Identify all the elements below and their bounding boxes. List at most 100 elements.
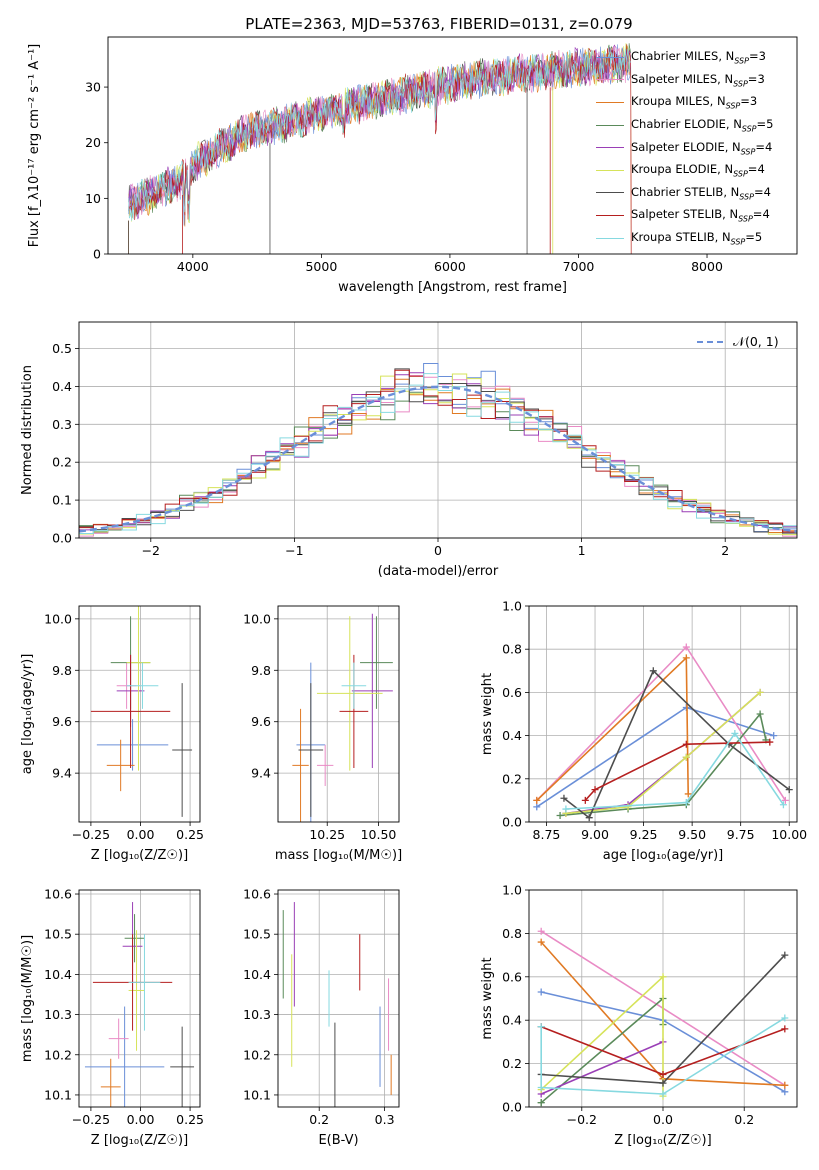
spectrum-series-8: [128, 48, 631, 222]
residuals-xtick-label: 1: [578, 543, 586, 558]
weight-vs-age-marker-7: [581, 796, 589, 804]
weight-vs-age-marker-1: [682, 643, 690, 651]
weight-vs-age-xtick-label: 9.25: [630, 827, 658, 842]
legend-model-name: Salpeter STELIB: [631, 207, 723, 222]
mass-vs-ebv-plot-area: [282, 902, 392, 1107]
age-vs-Z-xtick-label: 0.25: [176, 827, 204, 842]
weight-vs-age-marker-8: [682, 799, 690, 807]
age-vs-Z-ytick-label: 9.8: [52, 663, 72, 678]
weight-vs-age-marker-6: [585, 814, 593, 822]
figure-title: PLATE=2363, MJD=53763, FIBERID=0131, z=0…: [245, 15, 632, 33]
weight-vs-age-marker-5: [756, 688, 764, 696]
mass-vs-Z-ytick-label: 10.3: [44, 1007, 72, 1022]
legend-model-name: Chabrier STELIB: [631, 184, 724, 199]
legend-n-prefix: N: [725, 49, 735, 64]
age-vs-mass-ytick-label: 9.6: [251, 714, 271, 729]
legend-model-name: Salpeter MILES: [631, 71, 718, 86]
legend-entry: Kroupa STELIB, NSSP=5: [596, 227, 806, 250]
residuals-panel: −2 −1 0 1 2 0.0 0.1 0.2 0.3 0.4 0.5 (data-model)/er…: [20, 321, 798, 579]
weight-vs-age-marker-8: [779, 801, 787, 809]
age-vs-mass-frame: [277, 605, 400, 823]
weight-vs-age-ytick-label: 0.8: [502, 642, 522, 657]
weight-vs-age-marker-1: [781, 796, 789, 804]
legend-swatch: [596, 214, 624, 216]
legend-entry: Salpeter MILES, NSSP=3: [596, 69, 806, 92]
legend-swatch: [596, 56, 624, 58]
age-vs-Z-ytick-label: 9.4: [52, 766, 72, 781]
legend-n-prefix: N: [730, 184, 740, 199]
weight-vs-age-marker-2: [682, 654, 690, 662]
spectrum-series-7: [128, 44, 632, 254]
residuals-frame: [78, 321, 798, 539]
weight-vs-age-marker-3: [756, 710, 764, 718]
legend-label: Kroupa ELODIE, NSSP=4: [631, 162, 765, 179]
weight-vs-age-ytick-label: 0.4: [502, 728, 522, 743]
age-vs-mass-plot-area: [292, 613, 393, 822]
age-vs-Z-frame: [78, 605, 201, 823]
weight-vs-age-ytick-label: 0.2: [502, 771, 522, 786]
mass-vs-ebv-xtick-label: 0.3: [375, 1112, 395, 1127]
weight-vs-Z-ytick-label: 0.6: [502, 969, 522, 984]
legend-label: Chabrier STELIB, NSSP=4: [631, 184, 771, 201]
weight-vs-Z-marker-2: [537, 938, 545, 946]
spectrum-ytick-label: 0: [93, 247, 101, 262]
legend-n-prefix: N: [733, 116, 742, 131]
mass-vs-Z-xtick-label: 0.00: [127, 1112, 155, 1127]
age-vs-mass-xtick-label: 10.25: [309, 827, 345, 842]
age-vs-mass-ytick-label: 9.4: [251, 766, 271, 781]
weight-vs-Z-marker-6: [781, 951, 789, 959]
weight-vs-age-marker-3: [556, 812, 564, 820]
weight-vs-age-line-3: [560, 712, 767, 817]
legend-label: Salpeter ELODIE, NSSP=4: [631, 139, 773, 156]
legend-label: Chabrier ELODIE, NSSP=5: [631, 116, 774, 134]
legend-swatch: [596, 147, 624, 149]
spectrum-frame: [107, 36, 798, 255]
weight-vs-Z-xtick-label: 0.0: [653, 1112, 673, 1127]
legend-n-prefix: N: [716, 94, 726, 109]
legend-n-value: 4: [764, 139, 773, 154]
legend-n-value: 5: [766, 116, 774, 131]
mass-vs-ebv-ytick-label: 10.6: [243, 887, 271, 902]
residuals-xtick-label: 2: [721, 543, 729, 558]
legend-model-name: Kroupa MILES: [631, 94, 710, 109]
mass-vs-ebv-ytick-label: 10.2: [243, 1047, 271, 1062]
legend-entry: Salpeter STELIB, NSSP=4: [596, 204, 806, 227]
legend-n-subscript: SSP: [733, 169, 748, 179]
spectrum-xtick-label: 7000: [563, 259, 595, 274]
weight-vs-Z-marker-7: [659, 1070, 667, 1078]
weight-vs-age-marker-6: [785, 786, 793, 794]
legend-label: Kroupa MILES, NSSP=3: [631, 94, 758, 111]
legend-model-name: Kroupa STELIB: [631, 229, 715, 244]
mass-vs-ebv-ytick-label: 10.1: [243, 1087, 271, 1102]
weight-vs-age-line-7: [584, 741, 770, 801]
spectrum-xtick-label: 5000: [305, 259, 337, 274]
legend-n-subscript: SSP: [740, 146, 756, 156]
spectrum-ytick-label: 10: [85, 191, 101, 206]
weight-vs-Z-plot-area: [537, 927, 789, 1107]
spectrum-ytick-label: 30: [85, 80, 101, 95]
weight-vs-Z-ylabel: mass weight: [480, 957, 495, 1039]
weight-vs-age-ylabel: mass weight: [480, 673, 495, 755]
weight-vs-age-ytick-label: 0.6: [502, 685, 522, 700]
spectrum-ytick-label: 20: [85, 135, 101, 150]
weight-vs-Z-xtick-label: −0.2: [567, 1112, 597, 1127]
mass-vs-Z-frame: [78, 889, 201, 1108]
weight-vs-age-xtick-label: 9.75: [727, 827, 755, 842]
weight-vs-age-line-5: [565, 691, 761, 815]
residuals-plot-area: [79, 363, 797, 538]
spectrum-xlabel: wavelength [Angstrom, rest frame]: [338, 280, 567, 295]
residuals-ytick-label: 0.3: [52, 417, 72, 432]
age-vs-Z-ylabel: age [log₁₀(age/yr)]: [20, 654, 35, 775]
weight-vs-age-marker-0: [770, 732, 778, 740]
legend-entry: Kroupa MILES, NSSP=3: [596, 91, 806, 114]
legend-n-value: 5: [754, 229, 763, 244]
weight-vs-age-marker-0: [533, 803, 541, 811]
legend-n-prefix: N: [724, 71, 734, 86]
legend-n-value: 3: [758, 49, 766, 64]
residuals-ytick-label: 0.2: [52, 455, 72, 470]
mass-vs-ebv-panel: 0.2 0.3 10.1 10.2 10.3 10.4 10.5 10.6 E(B-V): [243, 887, 400, 1148]
legend-n-prefix: N: [724, 162, 734, 177]
weight-vs-age-marker-8: [562, 805, 570, 813]
weight-vs-age-xtick-label: 9.00: [581, 827, 609, 842]
mass-vs-Z-ytick-label: 10.5: [44, 927, 72, 942]
